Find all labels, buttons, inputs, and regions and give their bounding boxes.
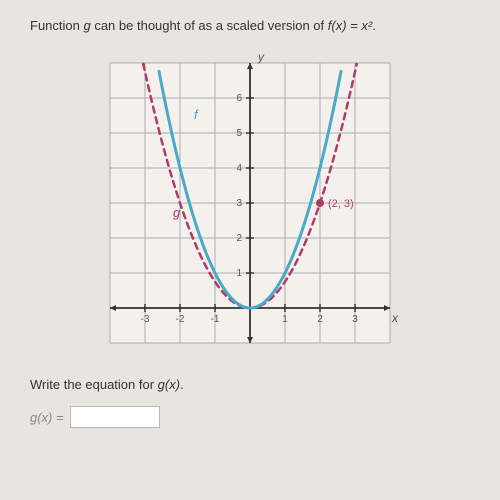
svg-text:4: 4 bbox=[236, 163, 242, 174]
f-expr: f(x) = x² bbox=[328, 18, 372, 33]
prompt-suffix: . bbox=[180, 377, 184, 392]
svg-text:-3: -3 bbox=[141, 314, 150, 325]
answer-lhs: g(x) = bbox=[30, 410, 64, 425]
problem-prefix: Function bbox=[30, 18, 83, 33]
svg-text:3: 3 bbox=[352, 314, 358, 325]
svg-text:g: g bbox=[173, 205, 181, 220]
svg-text:6: 6 bbox=[236, 93, 242, 104]
svg-text:y: y bbox=[257, 53, 265, 64]
prompt-prefix: Write the equation for bbox=[30, 377, 158, 392]
problem-statement: Function g can be thought of as a scaled… bbox=[30, 18, 470, 33]
problem-suffix: . bbox=[372, 18, 376, 33]
svg-text:-1: -1 bbox=[211, 314, 220, 325]
svg-text:1: 1 bbox=[236, 268, 242, 279]
prompt-gx: g(x) bbox=[158, 377, 180, 392]
problem-mid: can be thought of as a scaled version of bbox=[91, 18, 328, 33]
write-equation-prompt: Write the equation for g(x). bbox=[30, 377, 470, 392]
answer-row: g(x) = bbox=[30, 406, 470, 428]
coordinate-graph: -3-2-1123123456xygf(2, 3) bbox=[100, 53, 400, 353]
graph-panel: -3-2-1123123456xygf(2, 3) bbox=[100, 53, 400, 353]
svg-text:2: 2 bbox=[317, 314, 323, 325]
g-name: g bbox=[83, 18, 90, 33]
svg-text:(2, 3): (2, 3) bbox=[328, 198, 354, 210]
svg-text:3: 3 bbox=[236, 198, 242, 209]
svg-text:2: 2 bbox=[236, 233, 242, 244]
svg-text:-2: -2 bbox=[176, 314, 185, 325]
gx-input[interactable] bbox=[70, 406, 160, 428]
svg-text:1: 1 bbox=[282, 314, 288, 325]
svg-text:5: 5 bbox=[236, 128, 242, 139]
svg-text:x: x bbox=[391, 311, 399, 325]
